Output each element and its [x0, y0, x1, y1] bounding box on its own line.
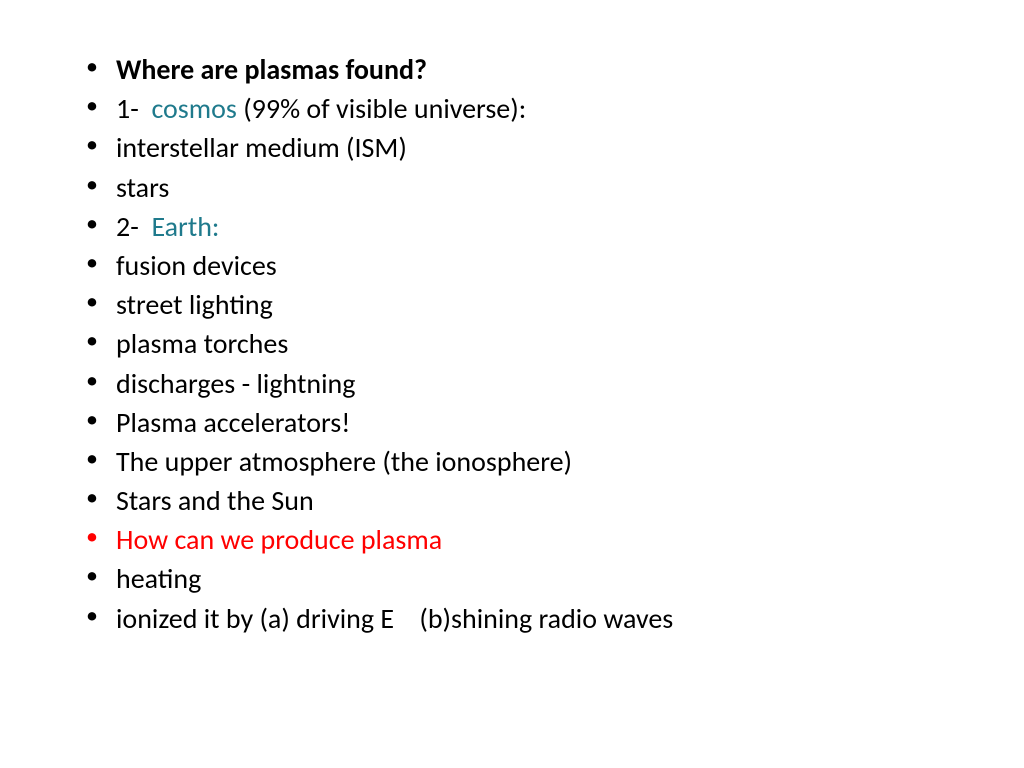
bullet-text: cosmos — [151, 91, 236, 126]
bullet-item: plasma torches — [80, 324, 944, 363]
bullet-text: discharges - lightning — [116, 366, 355, 401]
bullet-item: How can we produce plasma — [80, 520, 944, 559]
bullet-text: plasma torches — [116, 326, 288, 361]
bullet-text: fusion devices — [116, 248, 277, 283]
bullet-item: ionized it by (a) driving E (b)shining r… — [80, 599, 944, 638]
bullet-text: Where are plasmas found? — [116, 52, 427, 87]
bullet-item: Plasma accelerators! — [80, 403, 944, 442]
bullet-item: Where are plasmas found? — [80, 50, 944, 89]
bullet-text: Stars and the Sun — [116, 483, 314, 518]
bullet-item: Stars and the Sun — [80, 481, 944, 520]
bullet-text: stars — [116, 170, 169, 205]
bullet-text: interstellar medium (ISM) — [116, 130, 407, 165]
bullet-item: stars — [80, 168, 944, 207]
bullet-text: heating — [116, 561, 201, 596]
bullet-text: 1- — [116, 91, 151, 126]
bullet-list: Where are plasmas found?1- cosmos (99% o… — [80, 50, 944, 638]
bullet-item: heating — [80, 559, 944, 598]
bullet-item: discharges - lightning — [80, 364, 944, 403]
bullet-item: The upper atmosphere (the ionosphere) — [80, 442, 944, 481]
bullet-item: 1- cosmos (99% of visible universe): — [80, 89, 944, 128]
bullet-item: fusion devices — [80, 246, 944, 285]
bullet-text: ionized it by (a) driving E (b)shining r… — [116, 601, 673, 636]
bullet-text: street lighting — [116, 287, 273, 322]
bullet-text: The upper atmosphere (the ionosphere) — [116, 444, 572, 479]
bullet-text: 2- — [116, 209, 151, 244]
bullet-item: interstellar medium (ISM) — [80, 128, 944, 167]
bullet-text: (99% of visible universe): — [237, 91, 526, 126]
bullet-item: 2- Earth: — [80, 207, 944, 246]
bullet-text: How can we produce plasma — [116, 522, 442, 557]
bullet-text: Earth: — [151, 209, 219, 244]
bullet-item: street lighting — [80, 285, 944, 324]
bullet-text: Plasma accelerators! — [116, 405, 350, 440]
